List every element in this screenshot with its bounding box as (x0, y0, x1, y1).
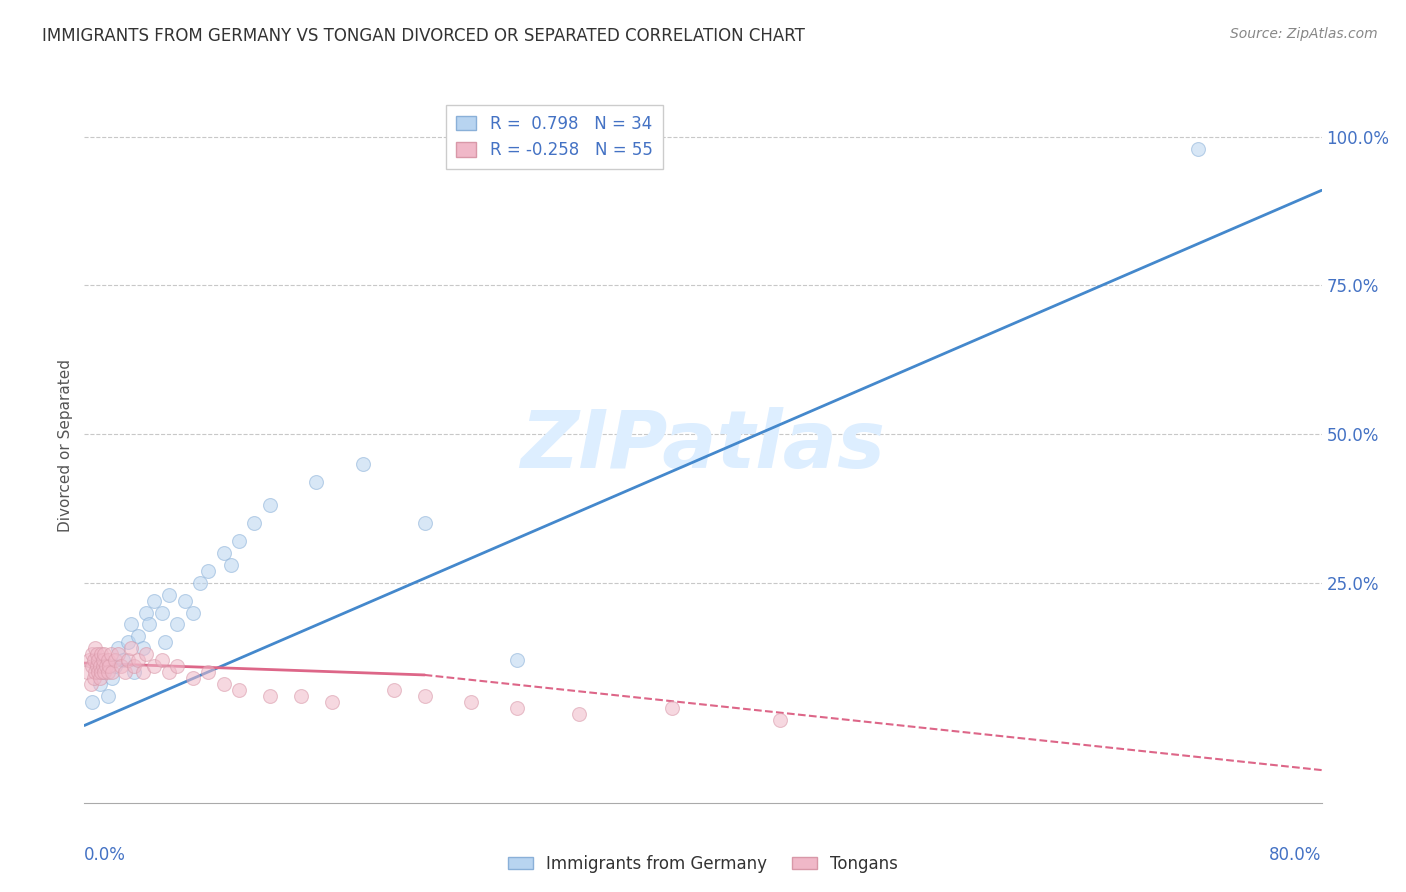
Point (93, 647, 115, 661)
Point (83, 653, 105, 667)
Point (259, 689, 281, 703)
Point (84, 665, 107, 679)
Point (290, 689, 312, 703)
Point (228, 534, 250, 549)
Point (112, 653, 135, 667)
Point (117, 653, 139, 667)
Point (97, 653, 120, 667)
Point (101, 665, 124, 679)
Point (107, 641, 129, 656)
Point (91, 653, 114, 667)
Point (181, 671, 204, 685)
Point (181, 606, 204, 620)
Point (568, 706, 591, 721)
Point (460, 695, 482, 709)
Point (166, 659, 188, 673)
Point (1187, 142, 1209, 156)
Legend: Immigrants from Germany, Tongans: Immigrants from Germany, Tongans (501, 848, 905, 880)
Text: ZIPatlas: ZIPatlas (520, 407, 886, 485)
Point (94, 659, 117, 673)
Point (82, 695, 104, 709)
Point (82, 647, 104, 661)
Point (93, 665, 115, 679)
Point (82, 659, 104, 673)
Point (188, 575, 212, 590)
Point (138, 617, 160, 632)
Point (107, 647, 129, 661)
Point (197, 665, 219, 679)
Point (90, 665, 112, 679)
Point (166, 617, 188, 632)
Point (122, 665, 145, 679)
Point (120, 641, 142, 656)
Point (150, 606, 173, 620)
Point (76, 665, 98, 679)
Point (97, 689, 120, 703)
Point (143, 593, 166, 607)
Point (159, 588, 181, 602)
Point (135, 647, 157, 661)
Point (100, 647, 122, 661)
Point (661, 700, 683, 714)
Point (135, 606, 157, 620)
Point (243, 516, 266, 531)
Point (132, 665, 155, 679)
Point (132, 641, 155, 656)
Point (114, 665, 136, 679)
Point (153, 635, 176, 649)
Point (110, 659, 132, 673)
Point (89, 671, 111, 685)
Point (101, 671, 124, 685)
Point (221, 558, 243, 572)
Point (413, 689, 436, 703)
Point (413, 516, 436, 531)
Text: 0.0%: 0.0% (84, 846, 127, 863)
Point (212, 546, 235, 560)
Point (79, 677, 101, 691)
Point (87, 653, 110, 667)
Point (128, 653, 150, 667)
Point (305, 475, 328, 489)
Point (97, 665, 120, 679)
Point (228, 682, 250, 697)
Text: 80.0%: 80.0% (1270, 846, 1322, 863)
Point (117, 635, 139, 649)
Point (122, 659, 145, 673)
Point (506, 653, 529, 667)
Point (89, 659, 111, 673)
Point (128, 629, 150, 643)
Point (143, 659, 166, 673)
Text: IMMIGRANTS FROM GERMANY VS TONGAN DIVORCED OR SEPARATED CORRELATION CHART: IMMIGRANTS FROM GERMANY VS TONGAN DIVORC… (42, 27, 806, 45)
Point (197, 564, 219, 578)
Point (382, 682, 405, 697)
Point (89, 677, 111, 691)
Point (159, 665, 181, 679)
Point (104, 659, 127, 673)
Point (259, 499, 281, 513)
Text: Source: ZipAtlas.com: Source: ZipAtlas.com (1230, 27, 1378, 41)
Y-axis label: Divorced or Separated: Divorced or Separated (58, 359, 73, 533)
Point (90, 647, 112, 661)
Point (84, 641, 107, 656)
Point (321, 695, 343, 709)
Point (83, 671, 105, 685)
Point (77, 653, 100, 667)
Point (87, 665, 110, 679)
Point (98, 659, 121, 673)
Point (86, 647, 108, 661)
Point (352, 457, 374, 471)
Point (120, 617, 142, 632)
Point (91, 665, 114, 679)
Point (174, 593, 197, 607)
Point (104, 653, 127, 667)
Point (91, 659, 114, 673)
Point (212, 677, 235, 691)
Point (150, 653, 173, 667)
Point (506, 700, 529, 714)
Legend: R =  0.798   N = 34, R = -0.258   N = 55: R = 0.798 N = 34, R = -0.258 N = 55 (447, 104, 662, 169)
Point (86, 659, 108, 673)
Point (769, 713, 792, 727)
